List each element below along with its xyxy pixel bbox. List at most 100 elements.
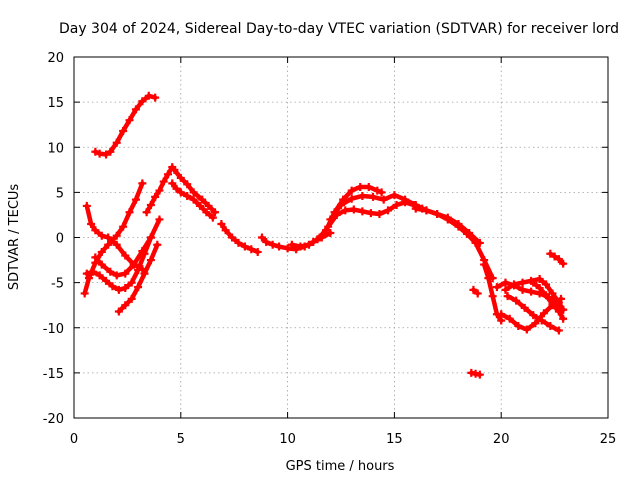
chart-title: Day 304 of 2024, Sidereal Day-to-day VTE… bbox=[59, 21, 619, 37]
data-point bbox=[531, 319, 540, 328]
data-point bbox=[542, 280, 551, 289]
data-point bbox=[151, 192, 160, 201]
data-point bbox=[106, 147, 115, 156]
data-point bbox=[95, 271, 104, 280]
data-point bbox=[518, 278, 527, 287]
data-point bbox=[347, 186, 356, 195]
data-point bbox=[121, 251, 130, 260]
y-tick-label: 20 bbox=[47, 51, 64, 66]
data-point bbox=[501, 285, 510, 294]
data-point bbox=[358, 191, 367, 200]
data-point bbox=[488, 292, 497, 301]
data-point bbox=[183, 180, 192, 189]
data-point bbox=[125, 208, 134, 217]
data-point bbox=[112, 240, 121, 249]
data-point bbox=[257, 233, 266, 242]
data-point bbox=[492, 283, 501, 292]
x-tick-label: 10 bbox=[279, 432, 296, 447]
data-point bbox=[283, 244, 292, 253]
data-point bbox=[471, 238, 480, 247]
data-point bbox=[91, 253, 100, 262]
data-point bbox=[287, 240, 296, 249]
series-arc-7 bbox=[142, 163, 177, 217]
series-arc-9 bbox=[170, 165, 219, 217]
data-point bbox=[183, 191, 192, 200]
data-point bbox=[539, 309, 548, 318]
data-point bbox=[168, 179, 177, 188]
x-tick-label: 25 bbox=[600, 432, 617, 447]
series-arc-14 bbox=[326, 191, 484, 247]
data-point bbox=[401, 195, 410, 204]
data-point bbox=[501, 278, 510, 287]
data-point bbox=[155, 215, 164, 224]
data-point bbox=[484, 274, 493, 283]
y-tick-label: -20 bbox=[43, 412, 64, 427]
data-point bbox=[548, 300, 557, 309]
data-point bbox=[554, 298, 563, 307]
data-point bbox=[146, 256, 155, 265]
series-arc-21 bbox=[501, 275, 568, 314]
data-point bbox=[390, 191, 399, 200]
data-point bbox=[383, 206, 392, 215]
data-point bbox=[373, 186, 382, 195]
series-arc-24 bbox=[546, 249, 568, 268]
data-point bbox=[518, 285, 527, 294]
data-point bbox=[138, 97, 147, 106]
data-point bbox=[542, 291, 551, 300]
data-point bbox=[217, 219, 226, 228]
series-arc-22 bbox=[503, 292, 563, 335]
data-point bbox=[112, 138, 121, 147]
x-tick-label: 0 bbox=[70, 432, 78, 447]
data-point bbox=[210, 208, 219, 217]
data-point bbox=[114, 285, 123, 294]
data-point bbox=[134, 265, 143, 274]
y-tick-label: 10 bbox=[47, 141, 64, 156]
data-point bbox=[554, 307, 563, 316]
data-point bbox=[520, 303, 529, 312]
y-tick-label: -10 bbox=[43, 322, 64, 337]
series-arc-2 bbox=[80, 179, 147, 298]
data-point bbox=[176, 188, 185, 197]
data-point bbox=[356, 182, 365, 191]
data-point bbox=[337, 201, 345, 210]
data-point bbox=[112, 231, 121, 240]
data-point bbox=[153, 240, 162, 249]
data-point bbox=[204, 201, 213, 210]
data-point bbox=[349, 205, 358, 214]
data-point bbox=[503, 292, 512, 301]
data-point bbox=[121, 301, 130, 310]
data-point bbox=[106, 267, 115, 276]
data-point bbox=[512, 296, 521, 305]
data-point bbox=[554, 326, 563, 335]
data-point bbox=[375, 210, 384, 219]
grid-lines bbox=[74, 57, 608, 418]
data-point bbox=[102, 276, 111, 285]
data-point bbox=[550, 252, 559, 261]
data-point bbox=[275, 242, 284, 251]
data-point bbox=[146, 233, 155, 242]
series-arc-16 bbox=[480, 260, 506, 325]
x-tick-label: 15 bbox=[386, 432, 403, 447]
data-point bbox=[91, 226, 100, 235]
y-tick-label: 15 bbox=[47, 96, 64, 111]
data-point bbox=[208, 213, 217, 222]
y-tick-label: 5 bbox=[56, 186, 64, 201]
data-point bbox=[138, 247, 147, 256]
y-tick-label: -5 bbox=[51, 277, 64, 292]
data-point bbox=[377, 188, 386, 197]
series-arc-10 bbox=[217, 219, 262, 256]
data-point bbox=[146, 201, 155, 210]
data-point bbox=[97, 260, 106, 269]
data-point bbox=[411, 204, 420, 213]
data-point bbox=[315, 233, 324, 242]
data-point bbox=[134, 283, 143, 292]
data-point bbox=[326, 228, 335, 237]
data-point bbox=[326, 215, 335, 224]
series-arc-6 bbox=[114, 240, 162, 316]
data-point bbox=[559, 314, 568, 323]
data-point bbox=[163, 170, 172, 179]
x-tick-label: 20 bbox=[493, 432, 510, 447]
data-point bbox=[196, 201, 205, 210]
series-line bbox=[498, 296, 564, 332]
